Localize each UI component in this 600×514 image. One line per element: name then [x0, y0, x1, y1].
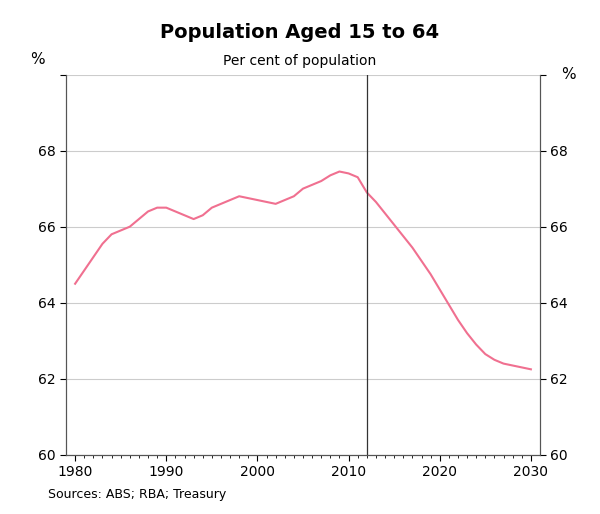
Y-axis label: %: %: [30, 52, 45, 67]
Y-axis label: %: %: [561, 67, 576, 82]
Text: Sources: ABS; RBA; Treasury: Sources: ABS; RBA; Treasury: [48, 488, 226, 501]
Text: Population Aged 15 to 64: Population Aged 15 to 64: [160, 23, 440, 42]
Text: Per cent of population: Per cent of population: [223, 54, 377, 68]
